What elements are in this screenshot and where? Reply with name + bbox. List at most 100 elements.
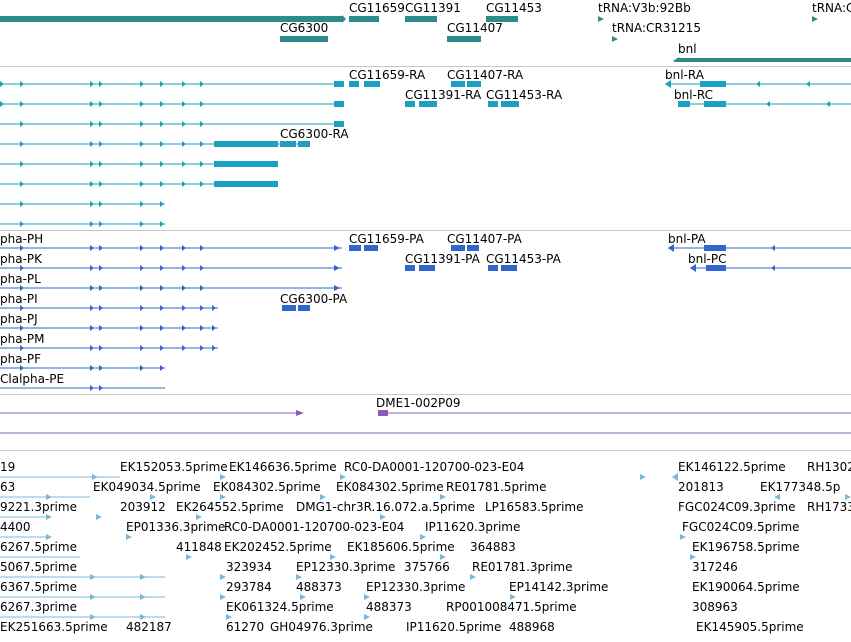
- probe-label[interactable]: EK146122.5prime: [678, 460, 786, 474]
- protein-label[interactable]: CG6300-PA: [280, 292, 348, 306]
- gene-bar[interactable]: [0, 16, 342, 22]
- probe-label[interactable]: EK202452.5prime: [224, 540, 332, 554]
- probe-label[interactable]: EK049034.5prime: [93, 480, 201, 494]
- gene-label[interactable]: CG6300: [280, 21, 329, 35]
- probe-label[interactable]: 203912: [120, 500, 166, 514]
- probe-label[interactable]: RE01781.3prime: [472, 560, 573, 574]
- transcript-label[interactable]: bnl-RC: [674, 88, 714, 102]
- est-label[interactable]: DME1-002P09: [376, 396, 461, 410]
- est-track: DME1-002P09: [0, 395, 851, 447]
- protein-label[interactable]: CG11391-PA: [405, 252, 480, 266]
- probe-label[interactable]: EK084302.5prime: [213, 480, 321, 494]
- probe-label[interactable]: IP11620.5prime: [406, 620, 502, 634]
- protein-label[interactable]: bnl-PA: [668, 232, 706, 246]
- protein-label[interactable]: Clalpha-PE: [0, 372, 65, 386]
- protein-label[interactable]: CG11659-PA: [349, 232, 424, 246]
- gene-label[interactable]: CG11407: [447, 21, 503, 35]
- probe-label[interactable]: EK152053.5prime: [120, 460, 228, 474]
- probe-label[interactable]: DMG1-chr3R.16.072.a.5prime: [296, 500, 475, 514]
- probe-label[interactable]: RP001008471.5prime: [446, 600, 577, 614]
- probe-label[interactable]: RH1733: [807, 500, 851, 514]
- probe-label[interactable]: 375766: [404, 560, 450, 574]
- probe-label[interactable]: LP16583.5prime: [485, 500, 584, 514]
- probe-label[interactable]: 411848: [176, 540, 222, 554]
- probe-label[interactable]: 201813: [678, 480, 724, 494]
- protein-label[interactable]: bnl-PC: [688, 252, 727, 266]
- probe-label[interactable]: RC0-DA0001-120700-023-E04: [224, 520, 405, 534]
- gene-label[interactable]: bnl: [678, 42, 697, 56]
- gene-label[interactable]: CG11391: [405, 1, 461, 15]
- probe-label[interactable]: 308963: [692, 600, 738, 614]
- probe-label[interactable]: EP01336.3prime: [126, 520, 226, 534]
- probe-label[interactable]: EK084302.5prime: [336, 480, 444, 494]
- protein-track-glyphs: [0, 244, 851, 391]
- protein-label[interactable]: CG11453-PA: [486, 252, 561, 266]
- probe-label[interactable]: 5067.5prime: [0, 560, 77, 574]
- protein-track: pha-PH CG11659-PA CG11407-PA bnl-PA pha-…: [0, 231, 851, 393]
- track-divider: [0, 66, 851, 67]
- transcript-label[interactable]: CG11659-RA: [349, 68, 426, 82]
- protein-label[interactable]: pha-PK: [0, 252, 43, 266]
- probe-label[interactable]: 488373: [366, 600, 412, 614]
- gene-track: CG11659 CG11391 CG11453 tRNA:V3b:92Bb tR…: [0, 0, 851, 62]
- probe-label[interactable]: EK145905.5prime: [696, 620, 804, 634]
- probe-label[interactable]: RH1302: [807, 460, 851, 474]
- gene-bar[interactable]: [349, 16, 379, 22]
- transcript-label[interactable]: CG11407-RA: [447, 68, 524, 82]
- transcript-label[interactable]: bnl-RA: [665, 68, 704, 82]
- probe-label[interactable]: EK177348.5p: [760, 480, 841, 494]
- probe-label[interactable]: EP14142.3prime: [509, 580, 609, 594]
- probe-label[interactable]: 323934: [226, 560, 272, 574]
- probe-label[interactable]: 364883: [470, 540, 516, 554]
- probe-label[interactable]: FGC024C09.3prime: [678, 500, 796, 514]
- probe-label[interactable]: 488373: [296, 580, 342, 594]
- probe-label[interactable]: 4400: [0, 520, 31, 534]
- probe-label[interactable]: 19: [0, 460, 16, 474]
- probe-label[interactable]: RE01781.5prime: [446, 480, 547, 494]
- probe-label[interactable]: 61270: [226, 620, 265, 634]
- transcript-label[interactable]: CG6300-RA: [280, 127, 349, 141]
- probe-label[interactable]: EK251663.5prime: [0, 620, 108, 634]
- probe-label[interactable]: EK196758.5prime: [692, 540, 800, 554]
- probe-label[interactable]: GH04976.3prime: [270, 620, 373, 634]
- gene-bar[interactable]: [486, 16, 518, 22]
- probe-label[interactable]: EK190064.5prime: [692, 580, 800, 594]
- probe-label[interactable]: 6367.5prime: [0, 580, 77, 594]
- gene-bar[interactable]: [447, 36, 481, 42]
- probe-label[interactable]: EK146636.5prime: [229, 460, 337, 474]
- probe-label[interactable]: EP12330.3prime: [296, 560, 396, 574]
- gene-label[interactable]: CG11453: [486, 1, 542, 15]
- protein-label[interactable]: pha-PL: [0, 272, 41, 286]
- gene-label[interactable]: tRNA:CR31215: [612, 21, 701, 35]
- probe-label[interactable]: IP11620.3prime: [425, 520, 521, 534]
- probe-label[interactable]: RC0-DA0001-120700-023-E04: [344, 460, 525, 474]
- probe-label[interactable]: EP12330.3prime: [366, 580, 466, 594]
- gene-label[interactable]: tRNA:V3b:92Bb: [598, 1, 691, 15]
- probe-label[interactable]: EK185606.5prime: [347, 540, 455, 554]
- probe-label[interactable]: EK264552.5prime: [176, 500, 284, 514]
- probe-label[interactable]: 63: [0, 480, 16, 494]
- gene-bar[interactable]: [405, 16, 437, 22]
- probe-label[interactable]: 293784: [226, 580, 272, 594]
- protein-label[interactable]: pha-PF: [0, 352, 42, 366]
- protein-label[interactable]: pha-PH: [0, 232, 44, 246]
- probe-label[interactable]: FGC024C09.5prime: [682, 520, 800, 534]
- probe-label[interactable]: 317246: [692, 560, 738, 574]
- transcript-label[interactable]: CG11391-RA: [405, 88, 482, 102]
- gene-bar[interactable]: [280, 36, 328, 42]
- gene-bar[interactable]: [678, 58, 851, 62]
- gene-label[interactable]: CG11659: [349, 1, 405, 15]
- probe-label[interactable]: 488968: [509, 620, 555, 634]
- probe-label[interactable]: 6267.5prime: [0, 540, 77, 554]
- protein-label[interactable]: pha-PJ: [0, 312, 38, 326]
- probe-track: 19 EK152053.5prime EK146636.5prime RC0-D…: [0, 451, 851, 642]
- gene-label[interactable]: tRNA:C: [812, 1, 851, 15]
- probe-label[interactable]: 9221.3prime: [0, 500, 77, 514]
- transcript-label[interactable]: CG11453-RA: [486, 88, 563, 102]
- probe-label[interactable]: 482187: [126, 620, 172, 634]
- probe-label[interactable]: 6267.3prime: [0, 600, 77, 614]
- protein-label[interactable]: pha-PM: [0, 332, 45, 346]
- probe-label[interactable]: EK061324.5prime: [226, 600, 334, 614]
- protein-label[interactable]: CG11407-PA: [447, 232, 522, 246]
- protein-label[interactable]: pha-PI: [0, 292, 38, 306]
